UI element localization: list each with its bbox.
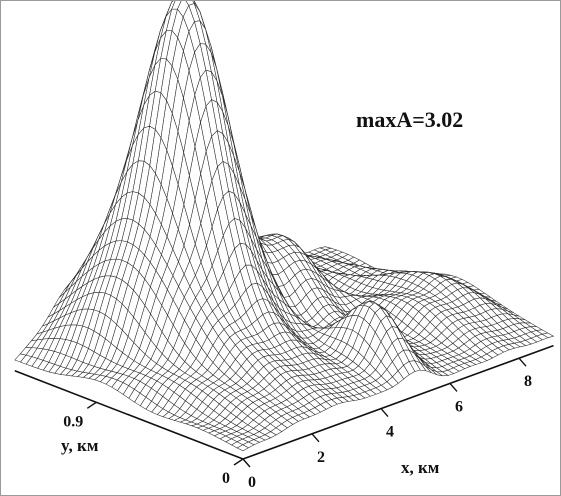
y-tick-label: 0.9 — [63, 413, 83, 430]
x-tick-label: 2 — [317, 449, 325, 466]
x-axis-title: x, км — [401, 458, 440, 477]
x-tick-mark — [449, 382, 458, 392]
surface-cell — [171, 1, 182, 10]
y-axis-ticks: 00.9 — [63, 401, 244, 487]
y-tick-label: 0 — [222, 470, 230, 487]
x-axis-line — [242, 344, 554, 460]
x-axis-ticks: 0 2 4 6 8 — [242, 357, 532, 491]
surface-mesh — [14, 1, 555, 452]
y-tick-mark — [233, 458, 244, 466]
x-tick-label: 8 — [524, 373, 532, 390]
x-tick-mark — [311, 433, 320, 443]
surface-cell — [541, 332, 555, 338]
x-tick-label: 4 — [386, 424, 394, 441]
x-tick-mark — [518, 357, 527, 367]
y-axis-title: y, км — [61, 436, 99, 455]
x-tick-mark — [242, 458, 251, 468]
x-tick-mark — [380, 408, 389, 418]
x-tick-label: 6 — [455, 398, 463, 415]
max-amplitude-annotation: maxA=3.02 — [356, 107, 463, 132]
surface-cell — [171, 1, 174, 3]
y-axis-line — [14, 370, 244, 460]
x-tick-label: 0 — [248, 474, 256, 491]
y-tick-mark — [86, 401, 97, 409]
